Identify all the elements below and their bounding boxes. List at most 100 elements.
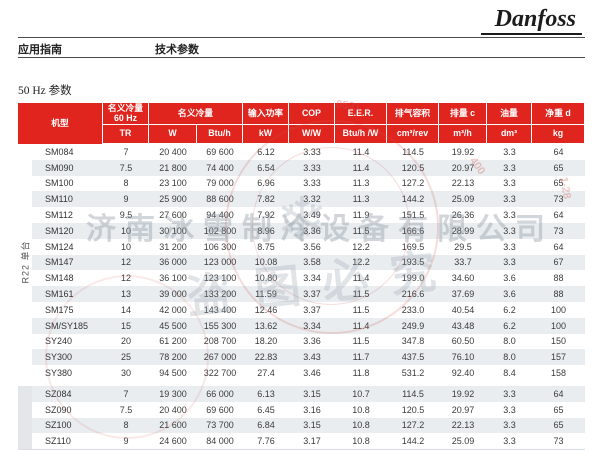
value-cell: 6.45	[257, 404, 275, 415]
value-cell: 3.46	[303, 368, 321, 379]
value-cell: 3.36	[303, 225, 321, 236]
value-cell: 79 000	[206, 178, 234, 189]
value-cell: 8.4	[503, 368, 516, 379]
value-cell: 157	[550, 352, 567, 363]
model-cell: SM090	[45, 162, 74, 173]
value-cell: 216.6	[401, 289, 425, 300]
table-row: SM120 10 30 100 102 800 8.96 3.36 11.5 166.6 28.…	[18, 222, 585, 239]
value-cell: 8.96	[257, 225, 275, 236]
value-cell: 208 700	[203, 336, 237, 347]
value-cell: 3.3	[503, 146, 516, 157]
value-cell: 15	[120, 320, 131, 331]
value-cell: 3.3	[503, 388, 516, 399]
table-row: SM084 7 20 400 69 600 6.12 3.33 11.4 114.5 19.92…	[18, 144, 585, 160]
header-group: 机型	[18, 103, 103, 144]
value-cell: 155 300	[203, 320, 237, 331]
model-cell: SM110	[45, 194, 73, 205]
value-cell: 3.34	[303, 273, 321, 284]
value-cell: 3.43	[303, 352, 321, 363]
value-cell: 3.33	[303, 146, 321, 157]
value-cell: 106 300	[203, 241, 237, 252]
value-cell: 8	[123, 420, 129, 431]
value-cell: 36 000	[159, 257, 187, 268]
header-unit: Btu/h /W	[335, 125, 387, 144]
value-cell: 88 600	[206, 194, 234, 205]
breadcrumb-section: 应用指南	[18, 44, 62, 56]
value-cell: 11.7	[352, 352, 370, 363]
value-cell: 64	[553, 388, 564, 399]
value-cell: 233.0	[401, 304, 425, 315]
value-cell: 3.49	[303, 210, 321, 221]
model-cell: SM147	[45, 257, 74, 268]
table-row: SZ084 7 19 300 66 000 6.13 3.15 10.7 114.5 19.92…	[18, 385, 585, 402]
value-cell: 6.13	[257, 388, 275, 399]
value-cell: 78 200	[159, 352, 187, 363]
value-cell: 6.54	[257, 162, 275, 173]
value-cell: 20	[120, 336, 131, 347]
value-cell: 7	[123, 146, 129, 157]
section-side-cell	[18, 270, 32, 287]
value-cell: 11.5	[352, 289, 370, 300]
value-cell: 7.76	[257, 436, 275, 447]
section-side-cell	[18, 349, 32, 366]
model-cell: SM161	[45, 289, 74, 300]
value-cell: 12.46	[254, 304, 278, 315]
header-group: 排量 c	[439, 103, 487, 125]
value-cell: 25.09	[451, 194, 475, 205]
value-cell: 8.75	[257, 241, 275, 252]
value-cell: 3.36	[303, 336, 321, 347]
value-cell: 88	[553, 289, 564, 300]
value-cell: 3.17	[303, 436, 321, 447]
value-cell: 7.5	[119, 404, 133, 415]
value-cell: 60.50	[451, 336, 475, 347]
value-cell: 61 200	[159, 336, 187, 347]
value-cell: 10.7	[352, 388, 370, 399]
value-cell: 531.2	[401, 368, 425, 379]
value-cell: 3.3	[503, 404, 516, 415]
value-cell: 127.2	[401, 178, 425, 189]
header-unit: kg	[532, 125, 585, 144]
value-cell: 64	[553, 241, 564, 252]
value-cell: 151.5	[401, 210, 425, 221]
value-cell: 22.13	[451, 178, 475, 189]
table-row: SM161 13 39 000 133 200 11.59 3.37 11.5 216.6 37…	[18, 286, 585, 302]
table-row: SM147 12 36 000 123 000 10.08 3.58 12.2 193.5 33…	[18, 254, 585, 271]
value-cell: 88	[553, 273, 564, 284]
section-side-cell	[18, 333, 32, 350]
divider-header	[18, 57, 585, 58]
value-cell: 9.5	[119, 210, 133, 221]
value-cell: 12	[120, 273, 131, 284]
breadcrumb: 应用指南 技术参数	[18, 41, 199, 57]
value-cell: 3.3	[503, 194, 516, 205]
section-side-cell	[18, 159, 32, 176]
value-cell: 8	[123, 178, 129, 189]
section-side-cell	[18, 238, 32, 255]
table-row: SY300 25 78 200 267 000 22.83 3.43 11.7 437.5 76…	[18, 349, 585, 366]
model-cell: SM120	[45, 225, 74, 236]
value-cell: 133 200	[203, 289, 237, 300]
table-section: SZ084 7 19 300 66 000 6.13 3.15 10.7 114.5 19.92…	[18, 385, 585, 450]
table-row: SM148 12 36 100 123 100 10.80 3.34 11.4 199.0 34…	[18, 270, 585, 287]
value-cell: 199.0	[401, 273, 425, 284]
value-cell: 10.80	[254, 273, 278, 284]
model-cell: SM100	[45, 178, 74, 189]
danfoss-logo: Danfoss	[480, 6, 582, 36]
value-cell: 120.5	[401, 162, 425, 173]
value-cell: 22.13	[451, 420, 475, 431]
value-cell: 73	[553, 225, 564, 236]
value-cell: 127.2	[401, 420, 425, 431]
section-side-cell	[18, 433, 32, 450]
model-cell: SM148	[45, 273, 74, 284]
value-cell: 3.32	[303, 194, 321, 205]
value-cell: 3.6	[503, 273, 516, 284]
value-cell: 11.4	[352, 162, 370, 173]
model-cell: SM/SY185	[45, 320, 89, 331]
value-cell: 100	[550, 304, 567, 315]
value-cell: 3.58	[303, 257, 321, 268]
value-cell: 11.9	[352, 210, 370, 221]
value-cell: 249.9	[401, 320, 425, 331]
header-unit: TR	[103, 125, 149, 144]
section-side-cell	[18, 222, 32, 239]
section-title: 50 Hz 参数	[18, 85, 72, 97]
model-cell: SY380	[45, 368, 73, 379]
